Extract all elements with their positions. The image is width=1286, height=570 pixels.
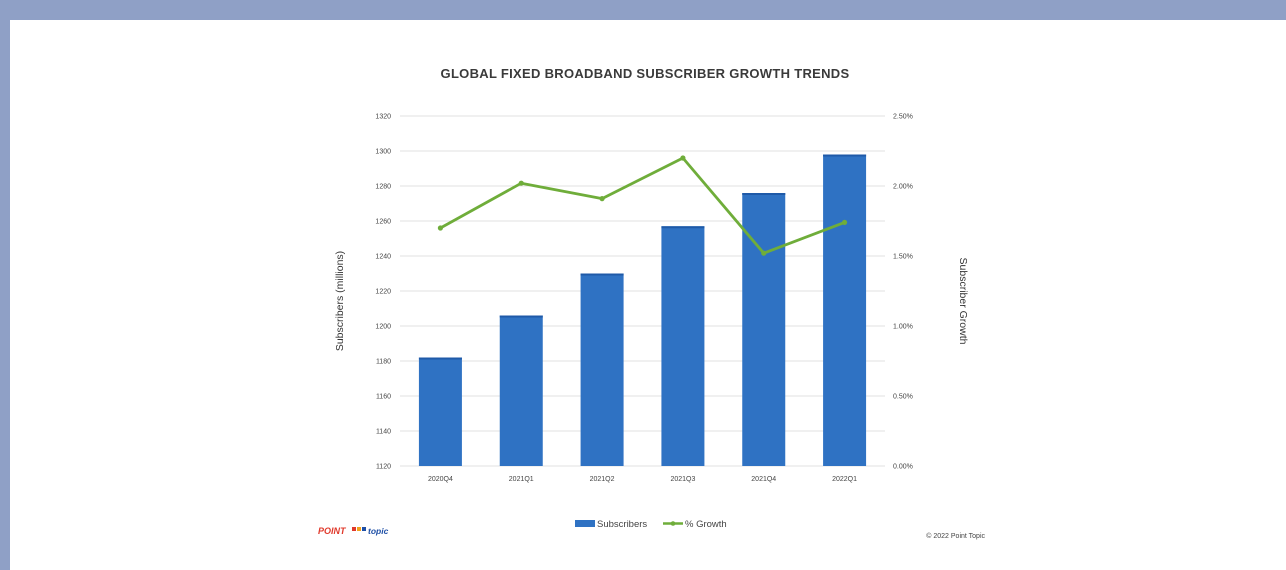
y-axis-label: Subscribers (millions) — [334, 251, 346, 351]
x-tick-label: 2020Q4 — [428, 476, 453, 483]
legend: Subscribers % Growth — [575, 519, 727, 530]
frame-left-border — [0, 0, 10, 570]
y-tick-label: 1220 — [375, 289, 391, 296]
y-tick-label: 1300 — [375, 149, 391, 156]
y2-tick-label: 1.50% — [893, 254, 913, 261]
y2-tick-label: 0.00% — [893, 464, 913, 471]
logo-text-topic: topic — [368, 526, 389, 536]
x-tick-label: 2021Q3 — [670, 476, 695, 483]
legend-swatch-subscribers — [575, 520, 595, 527]
y-tick-label: 1240 — [375, 254, 391, 261]
y2-tick-label: 2.00% — [893, 184, 913, 191]
growth-line — [439, 156, 846, 255]
x-axis-ticks: 2020Q4 2021Q1 2021Q2 2021Q3 2021Q4 2022Q1 — [428, 476, 857, 483]
bar — [661, 226, 705, 466]
copyright-note: © 2022 Point Topic — [926, 532, 985, 540]
growth-point — [599, 196, 605, 202]
legend-marker-growth — [670, 521, 676, 526]
y-tick-label: 1180 — [376, 359, 391, 366]
y-tick-label: 1160 — [376, 394, 391, 401]
growth-point — [518, 180, 524, 186]
y2-tick-label: 0.50% — [893, 394, 913, 401]
bar-top-edge — [742, 193, 786, 195]
bar-top-edge — [580, 273, 624, 276]
growth-point — [680, 155, 686, 161]
gridlines — [400, 115, 885, 467]
y2-tick-label: 1.00% — [893, 324, 913, 331]
bar — [418, 357, 462, 466]
y-tick-label: 1320 — [375, 114, 391, 121]
y-axis-ticks: 1120 1140 1160 1180 1200 1220 1240 1260 1280 1300… — [375, 114, 391, 471]
logo-mark-square — [357, 527, 361, 531]
growth-point — [437, 225, 444, 231]
y-tick-label: 1260 — [375, 219, 391, 226]
y-tick-label: 1280 — [375, 184, 391, 191]
bar — [580, 273, 624, 466]
y-tick-label: 1200 — [375, 324, 391, 331]
growth-point — [761, 250, 767, 256]
x-tick-label: 2021Q4 — [751, 476, 776, 483]
logo-mark-square — [352, 527, 356, 531]
bar — [823, 154, 867, 466]
x-tick-label: 2021Q1 — [509, 476, 534, 483]
bar — [742, 193, 786, 466]
bar — [499, 315, 543, 466]
y2-axis-label: Subscriber Growth — [957, 258, 969, 345]
y2-tick-label: 2.50% — [893, 114, 913, 121]
bar-top-edge — [418, 357, 462, 360]
bar-series — [418, 154, 867, 466]
bar-top-edge — [499, 315, 543, 318]
y2-axis-ticks: 0.00% 0.50% 1.00% 1.50% 2.00% 2.50% — [893, 114, 913, 471]
x-tick-label: 2022Q1 — [832, 476, 857, 483]
growth-line-series — [437, 155, 848, 256]
legend-label-subscribers: Subscribers — [597, 519, 647, 530]
x-tick-label: 2021Q2 — [590, 476, 615, 483]
bar-top-edge — [661, 226, 705, 229]
growth-point — [841, 219, 848, 225]
point-topic-logo: POINT topic — [318, 526, 389, 536]
frame-top-border — [0, 0, 1286, 20]
y-tick-label: 1140 — [376, 429, 391, 436]
logo-text-point: POINT — [318, 526, 347, 536]
y-tick-label: 1120 — [376, 464, 391, 471]
legend-label-growth: % Growth — [685, 519, 727, 530]
logo-mark-square — [362, 527, 366, 531]
bar-top-edge — [823, 154, 867, 157]
chart-title: GLOBAL FIXED BROADBAND SUBSCRIBER GROWTH… — [441, 66, 850, 81]
